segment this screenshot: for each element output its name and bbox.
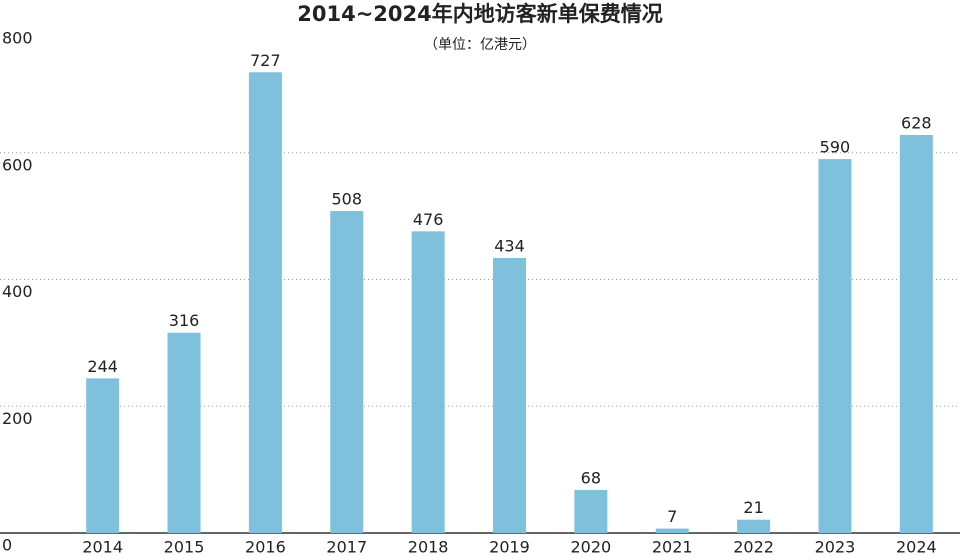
value-label: 68 (581, 468, 601, 487)
y-tick-label: 200 (2, 409, 33, 428)
value-label: 476 (413, 210, 444, 229)
bar (493, 257, 526, 533)
bar (330, 211, 364, 533)
x-tick-label: 2017 (326, 538, 367, 556)
value-label: 508 (331, 190, 362, 209)
bar (411, 231, 445, 533)
value-label: 590 (820, 138, 851, 157)
bar (899, 135, 933, 533)
x-tick-label: 2018 (408, 538, 449, 556)
value-label: 316 (169, 311, 200, 330)
y-tick-label: 0 (2, 536, 12, 555)
value-label: 727 (250, 51, 281, 70)
bar (86, 378, 120, 533)
value-label: 244 (87, 357, 118, 376)
x-tick-label: 2024 (896, 538, 937, 556)
bar (167, 332, 201, 533)
x-tick-label: 2023 (815, 538, 856, 556)
chart-title: 2014~2024年内地访客新单保费情况 (297, 2, 663, 26)
x-tick-label: 2019 (489, 538, 530, 556)
value-label: 434 (494, 236, 525, 255)
y-tick-label: 600 (2, 155, 33, 174)
x-tick-label: 2015 (164, 538, 205, 556)
value-label: 7 (667, 507, 677, 526)
x-tick-label: 2022 (733, 538, 774, 556)
value-label: 628 (901, 114, 932, 133)
x-tick-label: 2021 (652, 538, 693, 556)
bar (655, 528, 689, 533)
chart-subtitle: （单位：亿港元） (424, 37, 536, 53)
y-tick-label: 800 (2, 29, 33, 48)
bar (574, 489, 608, 533)
x-tick-label: 2020 (571, 538, 612, 556)
bar (737, 519, 771, 533)
bar (818, 159, 852, 533)
value-label: 21 (743, 498, 763, 517)
x-tick-label: 2016 (245, 538, 286, 556)
x-tick-label: 2014 (82, 538, 123, 556)
y-tick-label: 400 (2, 282, 33, 301)
bar (248, 72, 282, 534)
